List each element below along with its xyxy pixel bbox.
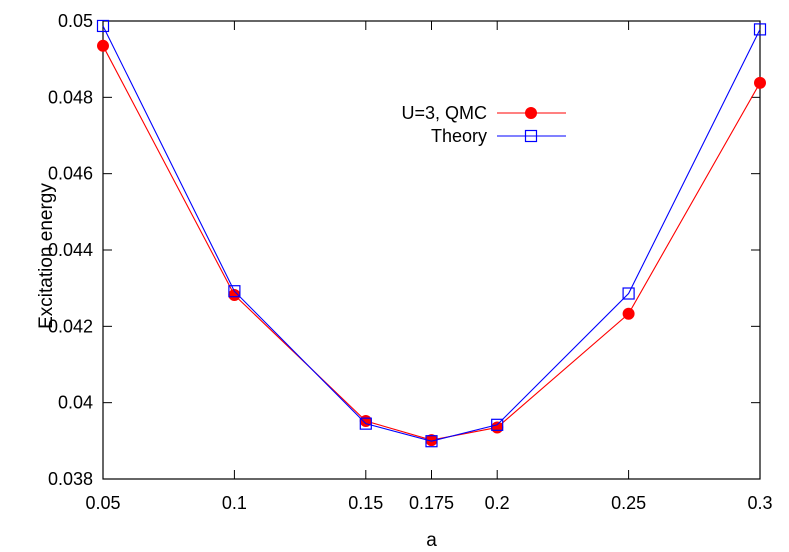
data-point-square	[425, 435, 438, 448]
series-theory	[96, 19, 767, 448]
data-point-square	[359, 417, 372, 430]
x-tick-label: 0.3	[747, 493, 772, 513]
legend-entry: Theory	[431, 126, 566, 146]
data-point-square	[228, 285, 241, 298]
data-point-square	[96, 19, 110, 33]
data-point-circle	[622, 307, 635, 320]
legend-marker	[524, 129, 538, 143]
x-tick-label: 0.05	[85, 493, 120, 513]
data-point-square	[753, 23, 767, 36]
y-tick-label: 0.048	[48, 87, 93, 107]
x-tick-label: 0.175	[409, 493, 454, 513]
plot-frame	[102, 20, 761, 480]
y-tick-label: 0.046	[48, 164, 93, 184]
data-point-square	[491, 418, 504, 431]
data-point-circle	[754, 76, 766, 89]
y-tick-label: 0.044	[48, 240, 93, 260]
legend-label: U=3, QMC	[401, 103, 487, 123]
legend-marker	[525, 107, 537, 119]
x-tick-label: 0.25	[611, 493, 646, 513]
data-point-circle	[491, 421, 504, 434]
y-tick-label: 0.04	[58, 393, 93, 413]
legend-entry: U=3, QMC	[401, 103, 566, 123]
series-line	[102, 25, 761, 442]
x-axis-label: a	[426, 530, 437, 551]
y-tick-label: 0.038	[48, 469, 93, 489]
series-layer	[96, 19, 767, 448]
data-point-circle	[97, 39, 109, 52]
x-tick-label: 0.2	[485, 493, 510, 513]
legend: U=3, QMC Theory	[401, 103, 566, 146]
legend-label: Theory	[431, 126, 487, 146]
data-point-square	[622, 287, 635, 300]
x-tick-label: 0.1	[222, 493, 247, 513]
x-tick-label: 0.15	[348, 493, 383, 513]
y-tick-label: 0.042	[48, 316, 93, 336]
y-tick-label: 0.05	[58, 11, 93, 31]
y-axis-label: Excitation energy	[36, 183, 57, 329]
series-qmc	[97, 39, 766, 447]
axes: 0.05 0.1 0.15 0.175 0.2 0.25 0.3 0.038 0.04 0.042…	[36, 11, 773, 551]
